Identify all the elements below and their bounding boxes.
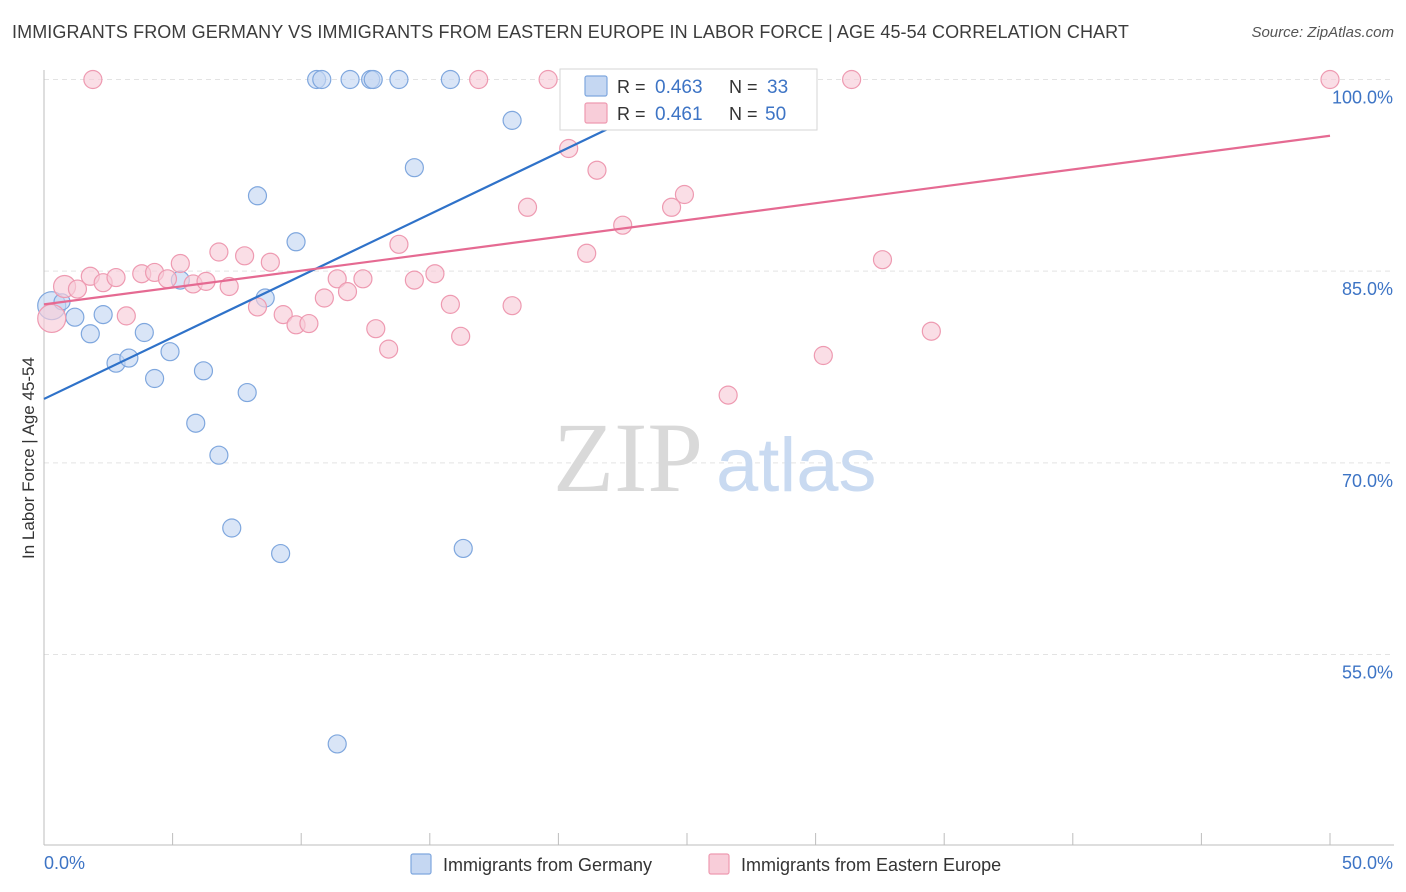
eastern-europe-point — [157, 269, 178, 289]
watermark: ZIP atlas — [553, 402, 877, 513]
stats-n-label-eastern-europe: N = — [729, 104, 758, 124]
chart-title: IMMIGRANTS FROM GERMANY VS IMMIGRANTS FR… — [12, 22, 1130, 42]
eastern-europe-point — [106, 267, 126, 288]
grid-lines — [44, 79, 1394, 655]
eastern-europe-point — [209, 242, 229, 262]
y-tick-label: 70.0% — [1342, 471, 1393, 491]
eastern-europe-point — [872, 250, 893, 270]
eastern-europe-point — [587, 160, 607, 180]
stats-r-label-eastern-europe: R = — [617, 104, 646, 124]
eastern-europe-point — [577, 243, 597, 263]
eastern-europe-point — [921, 321, 941, 341]
trend-lines — [43, 90, 1331, 400]
eastern-europe-point — [661, 197, 682, 217]
eastern-europe-point — [674, 184, 695, 205]
eastern-europe-point — [273, 305, 293, 325]
eastern-europe-points — [37, 69, 1340, 405]
eastern-europe-point — [1320, 69, 1340, 90]
eastern-europe-point — [389, 234, 409, 254]
source-credit: Source: ZipAtlas.com — [1251, 24, 1394, 41]
x-tick-label: 0.0% — [44, 853, 85, 873]
germany-point — [186, 413, 206, 433]
stats-r-value-eastern-europe: 0.461 — [655, 104, 703, 125]
germany-point — [144, 368, 165, 389]
germany-point — [247, 186, 268, 206]
germany-point — [286, 232, 306, 252]
germany-point — [502, 110, 522, 130]
eastern-europe-point — [613, 215, 633, 235]
legend-label-eastern-europe: Immigrants from Eastern Europe — [741, 855, 1001, 875]
germany-point — [193, 361, 214, 381]
legend-label-germany: Immigrants from Germany — [443, 855, 652, 875]
eastern-europe-point — [247, 297, 268, 317]
y-tick-label: 100.0% — [1332, 88, 1393, 108]
germany-point — [453, 538, 473, 559]
eastern-europe-point — [718, 385, 738, 405]
stats-r-value-germany: 0.463 — [655, 77, 703, 98]
stats-legend-box: R = 0.463 N = 33 R = 0.461 N = 50 — [559, 68, 818, 131]
germany-point — [340, 69, 360, 90]
eastern-europe-trend-line — [43, 134, 1331, 306]
stats-n-value-germany: 33 — [767, 77, 788, 98]
eastern-europe-point — [451, 326, 471, 346]
germany-point — [93, 305, 113, 325]
legend-swatch-eastern-europe — [708, 853, 730, 875]
x-tick-label: 50.0% — [1342, 853, 1393, 873]
germany-point — [312, 69, 332, 90]
germany-point — [440, 69, 460, 90]
eastern-europe-point — [219, 276, 239, 297]
eastern-europe-point — [37, 303, 67, 334]
eastern-europe-point — [170, 253, 190, 274]
germany-point — [363, 69, 383, 90]
eastern-europe-point — [517, 197, 538, 217]
axes — [43, 70, 1394, 846]
tick-labels: 55.0% 70.0% 85.0% 100.0% 0.0% 50.0% — [44, 88, 1393, 874]
eastern-europe-point — [337, 282, 358, 302]
eastern-europe-point — [469, 69, 489, 90]
germany-point — [404, 158, 424, 178]
bottom-legend: Immigrants from Germany Immigrants from … — [410, 853, 1001, 875]
germany-point — [80, 324, 100, 344]
legend-swatch-germany — [410, 853, 432, 875]
eastern-europe-point — [299, 313, 319, 334]
eastern-europe-point — [353, 269, 373, 289]
germany-point — [237, 382, 257, 403]
eastern-europe-point — [379, 339, 399, 359]
eastern-europe-point — [425, 264, 445, 284]
eastern-europe-point — [502, 296, 522, 316]
eastern-europe-point — [327, 269, 347, 289]
germany-point — [222, 518, 242, 538]
watermark-atlas: atlas — [716, 423, 877, 508]
eastern-europe-point — [440, 294, 460, 314]
eastern-europe-point — [235, 246, 255, 266]
eastern-europe-point — [67, 279, 88, 299]
y-tick-label: 55.0% — [1342, 663, 1393, 683]
germany-point — [65, 307, 85, 327]
stats-swatch-germany — [584, 75, 608, 97]
germany-point — [327, 734, 347, 754]
germany-trend-line — [43, 90, 688, 400]
germany-point — [134, 322, 154, 343]
stats-n-label-germany: N = — [729, 77, 758, 97]
stats-swatch-eastern-europe — [584, 102, 608, 124]
eastern-europe-point — [842, 69, 862, 90]
eastern-europe-point — [116, 306, 136, 326]
eastern-europe-point — [314, 288, 334, 308]
stats-n-value-eastern-europe: 50 — [765, 104, 786, 125]
germany-point — [160, 342, 180, 362]
eastern-europe-point — [366, 319, 386, 339]
eastern-europe-point — [813, 345, 833, 366]
eastern-europe-point — [260, 252, 280, 272]
eastern-europe-point — [538, 69, 558, 90]
y-axis-title: In Labor Force | Age 45-54 — [19, 357, 38, 559]
y-tick-label: 85.0% — [1342, 279, 1393, 299]
eastern-europe-point — [404, 270, 424, 290]
germany-point — [209, 445, 229, 465]
stats-r-label-germany: R = — [617, 77, 646, 97]
germany-point — [271, 543, 291, 564]
eastern-europe-point — [83, 69, 103, 90]
watermark-zip: ZIP — [553, 402, 703, 513]
germany-point — [389, 69, 409, 90]
